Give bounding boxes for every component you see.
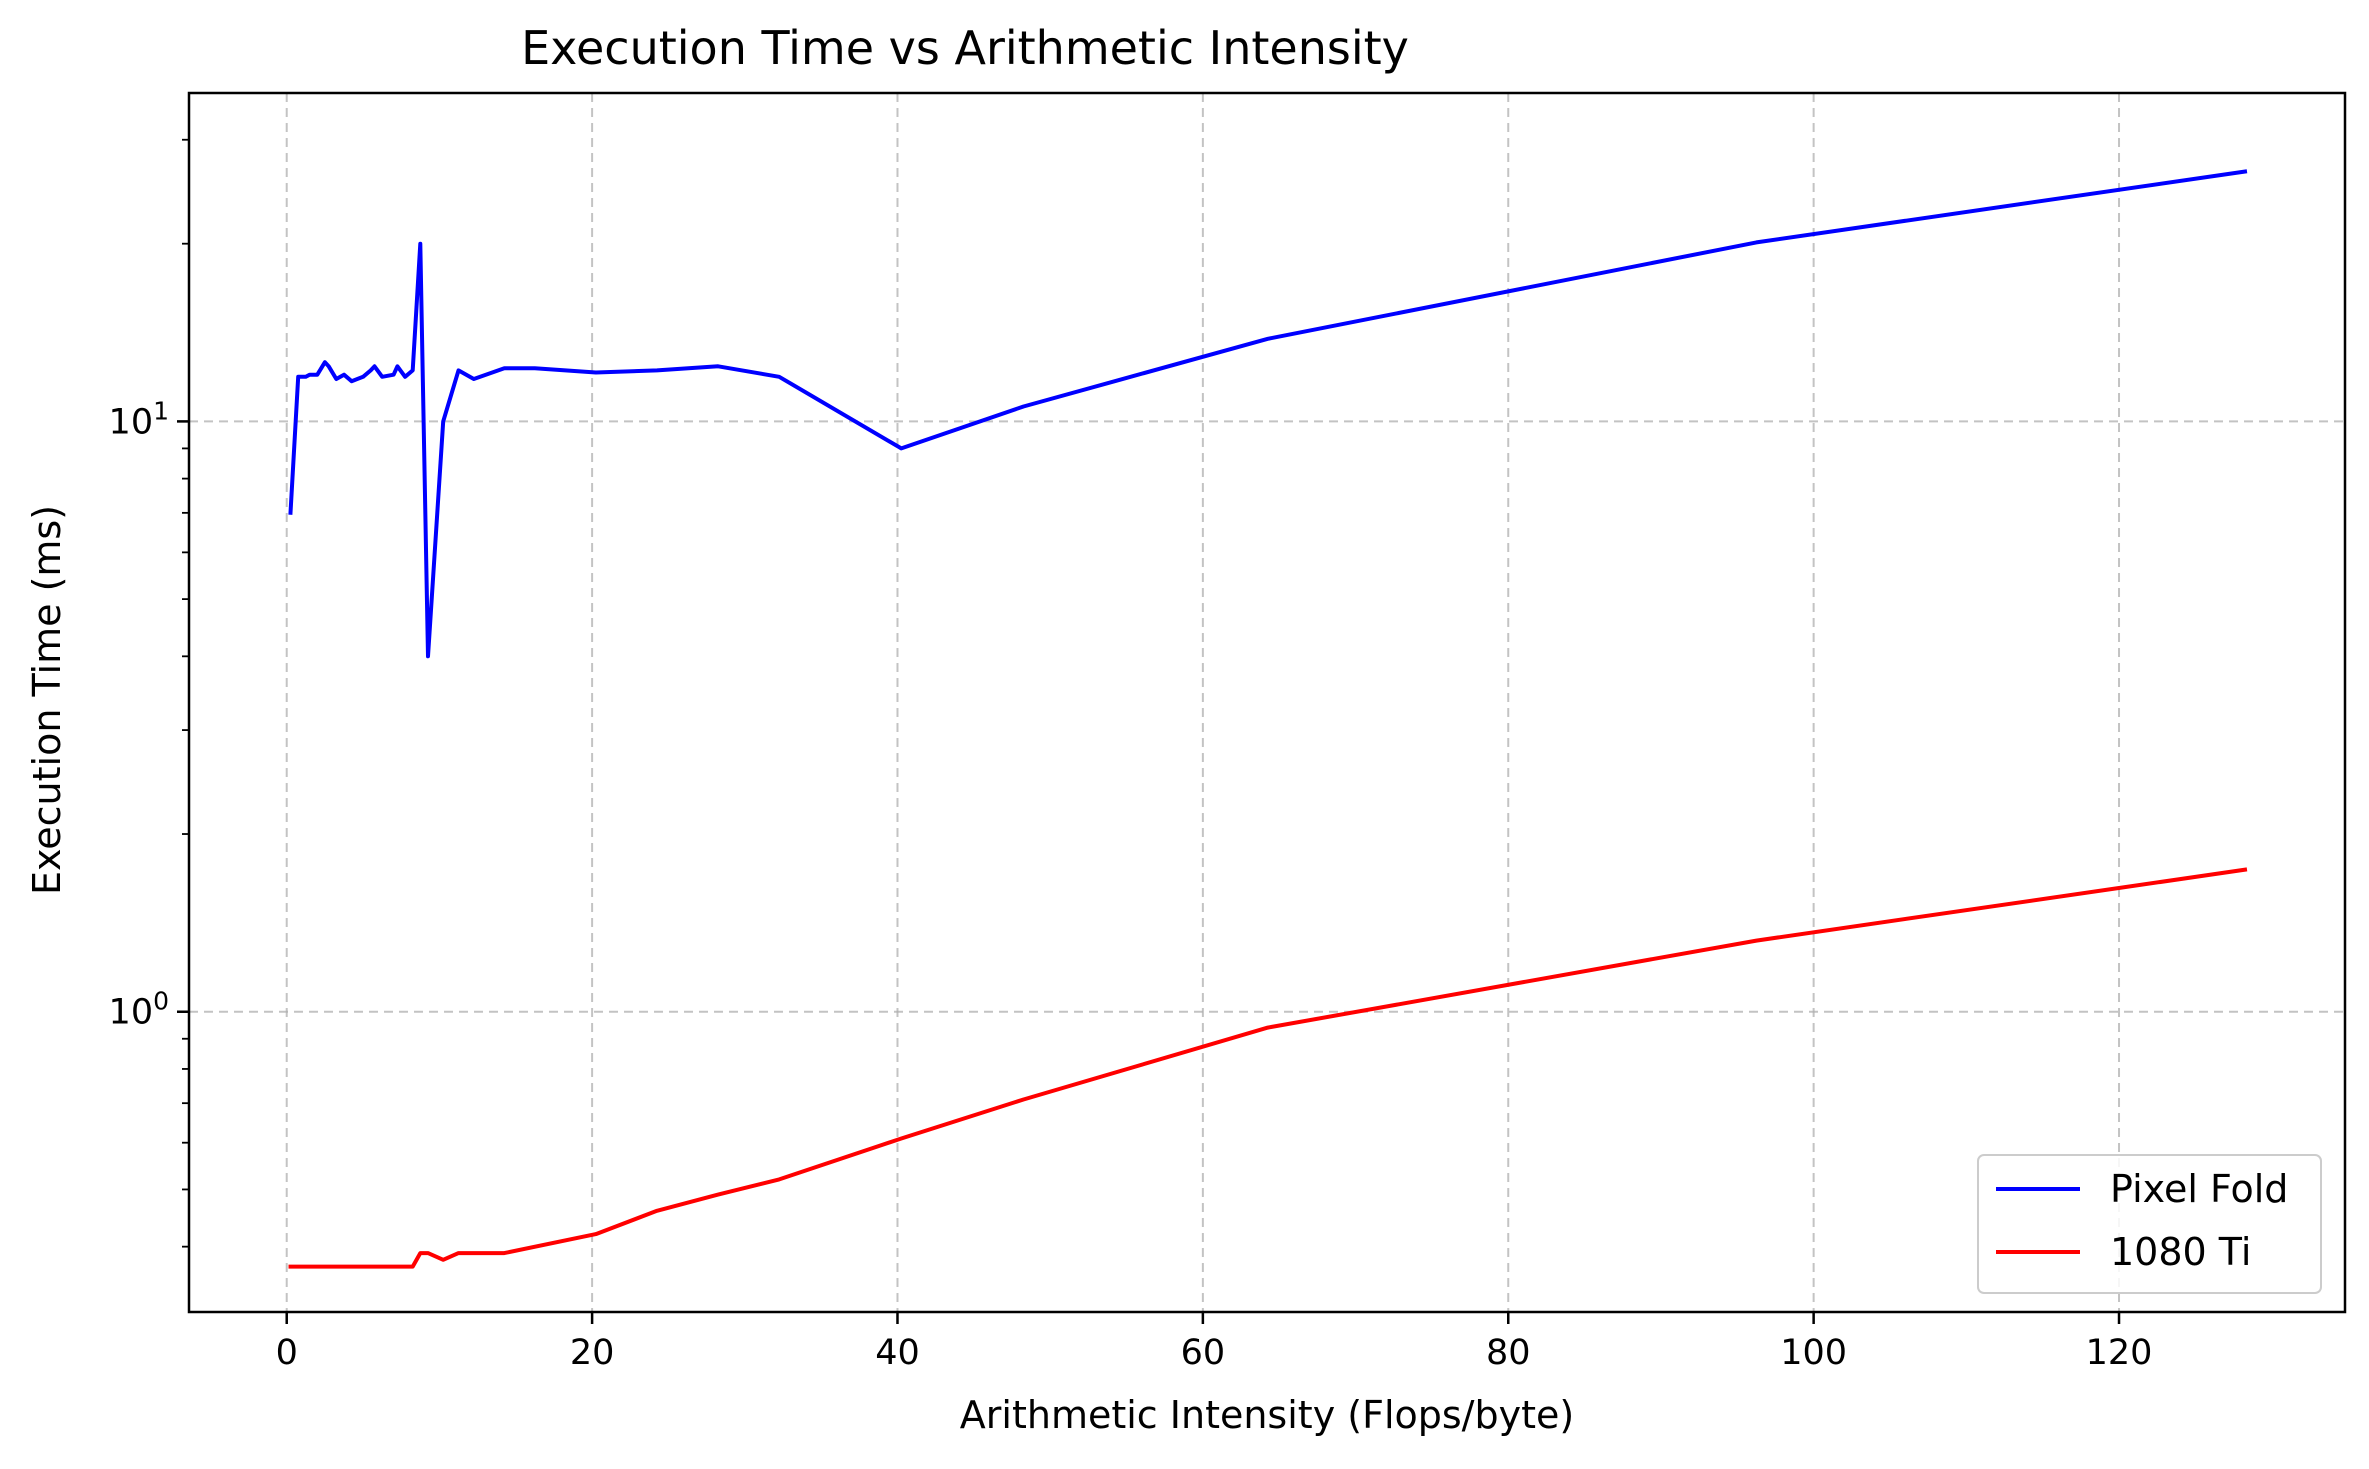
legend: Pixel Fold 1080 Ti: [1977, 1154, 2322, 1294]
x-tick-label: 80: [1486, 1333, 1531, 1373]
x-tick-label: 100: [1780, 1333, 1847, 1373]
x-tick-label: 40: [875, 1333, 920, 1373]
y-tick-label: 101: [109, 396, 169, 442]
grid: [189, 93, 2345, 1312]
x-tick-label: 60: [1181, 1333, 1226, 1373]
x-tick-label: 20: [570, 1333, 615, 1373]
chart-title: Execution Time vs Arithmetic Intensity: [521, 21, 1409, 75]
y-axis-label: Execution Time (ms): [25, 505, 69, 895]
legend-label-pixel-fold: Pixel Fold: [2110, 1167, 2288, 1211]
plot-frame: [187, 91, 2347, 1314]
series-layer: [288, 169, 2248, 1269]
axis-ticks: 0 20 40 60 80 100 120 100 101: [109, 138, 2153, 1373]
series-line-pixel-fold: [288, 169, 2248, 659]
legend-label-1080-ti: 1080 Ti: [2110, 1230, 2251, 1274]
x-axis-label: Arithmetic Intensity (Flops/byte): [960, 1393, 1574, 1437]
x-tick-label: 120: [2086, 1333, 2153, 1373]
x-tick-label: 0: [276, 1333, 298, 1373]
series-line-1080-ti: [288, 867, 2248, 1269]
y-tick-label: 100: [109, 987, 169, 1033]
